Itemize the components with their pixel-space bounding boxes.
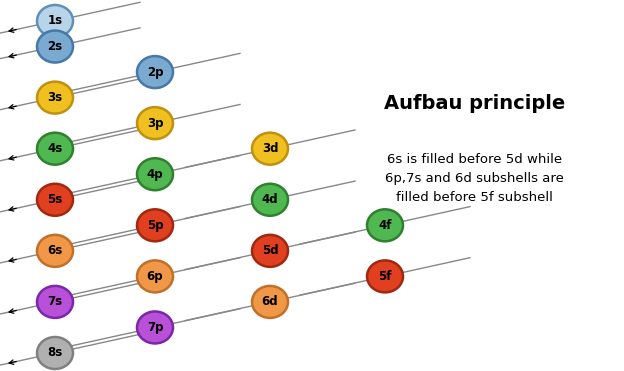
Text: 4f: 4f [378,219,392,232]
Ellipse shape [252,133,288,165]
Text: 6s is filled before 5d while
6p,7s and 6d subshells are
filled before 5f subshel: 6s is filled before 5d while 6p,7s and 6… [385,152,563,204]
Ellipse shape [137,56,173,88]
Ellipse shape [37,30,73,63]
Text: 3d: 3d [261,142,278,155]
Ellipse shape [137,107,173,139]
Ellipse shape [37,5,73,37]
Text: 2p: 2p [147,66,163,79]
Text: 4p: 4p [147,168,163,181]
Text: 3p: 3p [147,116,163,129]
Ellipse shape [37,286,73,318]
Ellipse shape [252,286,288,318]
Text: 5d: 5d [261,244,278,257]
Ellipse shape [37,82,73,114]
Text: 6s: 6s [47,244,62,257]
Text: 4d: 4d [261,193,278,206]
Text: 7p: 7p [147,321,163,334]
Ellipse shape [137,158,173,190]
Text: 7s: 7s [47,295,62,308]
Text: 3s: 3s [47,91,62,104]
Ellipse shape [37,133,73,165]
Text: 5p: 5p [147,219,163,232]
Ellipse shape [137,260,173,292]
Ellipse shape [137,312,173,344]
Text: 5f: 5f [378,270,392,283]
Text: 5s: 5s [47,193,62,206]
Ellipse shape [367,209,403,241]
Ellipse shape [252,184,288,216]
Text: 6d: 6d [261,295,278,308]
Text: 1s: 1s [47,14,62,27]
Text: 8s: 8s [47,347,62,359]
Text: 6p: 6p [147,270,163,283]
Ellipse shape [37,235,73,267]
Ellipse shape [252,235,288,267]
Ellipse shape [367,260,403,292]
Ellipse shape [37,337,73,369]
Ellipse shape [137,209,173,241]
Text: 2s: 2s [47,40,62,53]
Text: 4s: 4s [47,142,62,155]
Ellipse shape [37,184,73,216]
Text: Aufbau principle: Aufbau principle [384,94,565,114]
